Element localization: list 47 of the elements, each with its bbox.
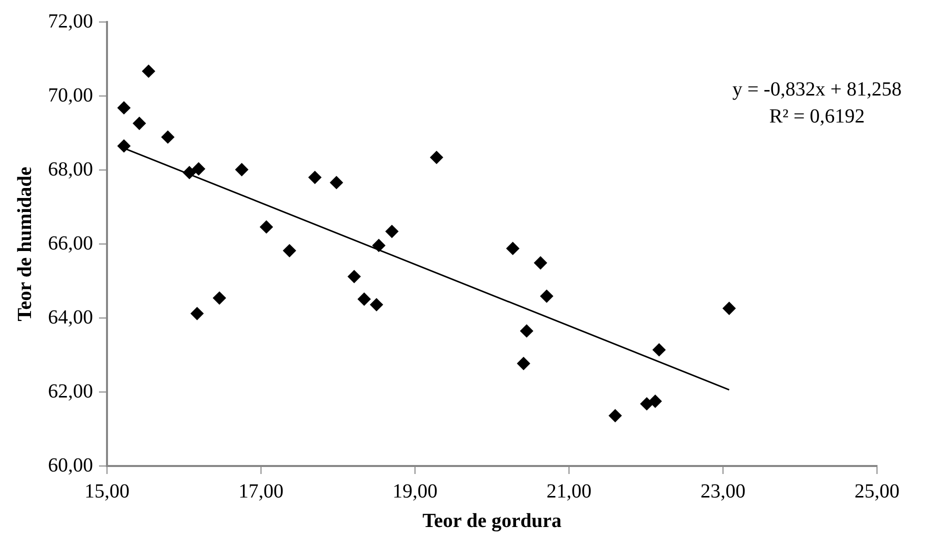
point xyxy=(648,394,662,408)
x-tick-label: 23,00 xyxy=(700,480,746,502)
point xyxy=(506,242,520,255)
point xyxy=(182,166,196,180)
y-tick-label: 72,00 xyxy=(48,10,93,32)
y-tick-label: 66,00 xyxy=(48,232,93,254)
point xyxy=(534,256,548,270)
point xyxy=(235,163,248,176)
y-tick-label: 70,00 xyxy=(48,84,93,106)
y-tick-label: 62,00 xyxy=(48,380,93,402)
point xyxy=(430,150,444,164)
point xyxy=(117,139,130,152)
point xyxy=(722,302,736,315)
point xyxy=(520,324,534,338)
x-axis-title: Teor de gordura xyxy=(422,510,562,532)
x-tick-label: 19,00 xyxy=(392,480,438,502)
point xyxy=(348,270,361,284)
y-tick-label: 60,00 xyxy=(48,454,93,476)
point xyxy=(132,116,146,130)
x-tick-label: 21,00 xyxy=(546,480,592,502)
annotation: R² = 0,6192 xyxy=(769,105,865,128)
point xyxy=(190,307,204,320)
point xyxy=(212,292,226,305)
point xyxy=(652,343,666,356)
point xyxy=(385,224,398,238)
point xyxy=(372,238,386,252)
point xyxy=(517,357,530,370)
point xyxy=(540,290,554,303)
annotation: y = -0,832x + 81,258 xyxy=(732,78,902,100)
y-tick-label: 64,00 xyxy=(48,306,93,328)
point xyxy=(330,176,343,190)
point xyxy=(117,101,130,114)
point xyxy=(282,244,296,258)
x-tick-label: 17,00 xyxy=(238,480,284,502)
point xyxy=(161,130,174,144)
y-tick-label: 68,00 xyxy=(48,158,93,180)
x-tick-label: 25,00 xyxy=(854,480,900,502)
point xyxy=(358,292,371,306)
point xyxy=(608,409,622,422)
x-tick-label: 15,00 xyxy=(84,480,130,502)
point xyxy=(260,220,273,234)
point xyxy=(640,397,654,410)
point xyxy=(192,162,206,176)
point xyxy=(142,64,156,78)
point xyxy=(308,170,322,184)
point xyxy=(370,298,383,312)
y-axis-title: Teor de humidade xyxy=(14,166,36,322)
